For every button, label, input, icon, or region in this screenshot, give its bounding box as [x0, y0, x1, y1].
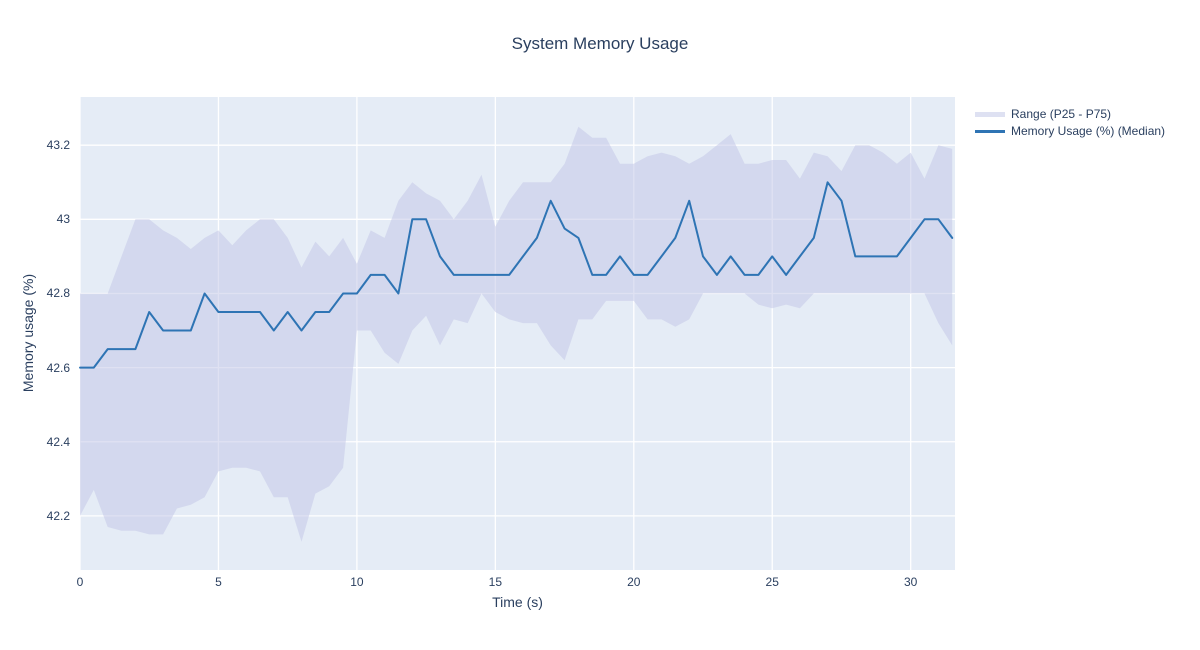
x-tick-label: 30: [904, 575, 918, 589]
legend: Range (P25 - P75) Memory Usage (%) (Medi…: [975, 106, 1165, 140]
y-tick-label: 42.6: [46, 360, 70, 375]
median-line-swatch-icon: [975, 129, 1005, 133]
y-axis-title: Memory usage (%): [20, 273, 36, 393]
x-tick-label: 10: [350, 575, 364, 589]
x-tick-label: 25: [765, 575, 779, 589]
legend-label-median: Memory Usage (%) (Median): [1011, 124, 1166, 138]
x-tick-label: 0: [76, 575, 84, 589]
legend-item-median[interactable]: Memory Usage (%) (Median): [975, 123, 1165, 139]
y-tick-label: 43.2: [46, 138, 70, 153]
x-tick-label: 5: [215, 575, 222, 589]
y-tick-label: 43: [56, 212, 70, 227]
legend-item-range[interactable]: Range (P25 - P75): [975, 106, 1165, 122]
x-tick-label: 20: [627, 575, 641, 589]
y-tick-label: 42.2: [46, 508, 70, 523]
range-band-area: [80, 126, 953, 542]
x-axis-title: Time (s): [492, 594, 543, 610]
y-tick-label: 42.4: [46, 434, 70, 449]
chart-title: System Memory Usage: [511, 34, 689, 53]
x-tick-label: 15: [488, 575, 503, 589]
median-line[interactable]: [79, 181, 954, 369]
range-band-swatch-icon: [975, 111, 1005, 117]
legend-label-range: Range (P25 - P75): [1011, 107, 1112, 121]
y-tick-label: 42.8: [46, 286, 70, 301]
